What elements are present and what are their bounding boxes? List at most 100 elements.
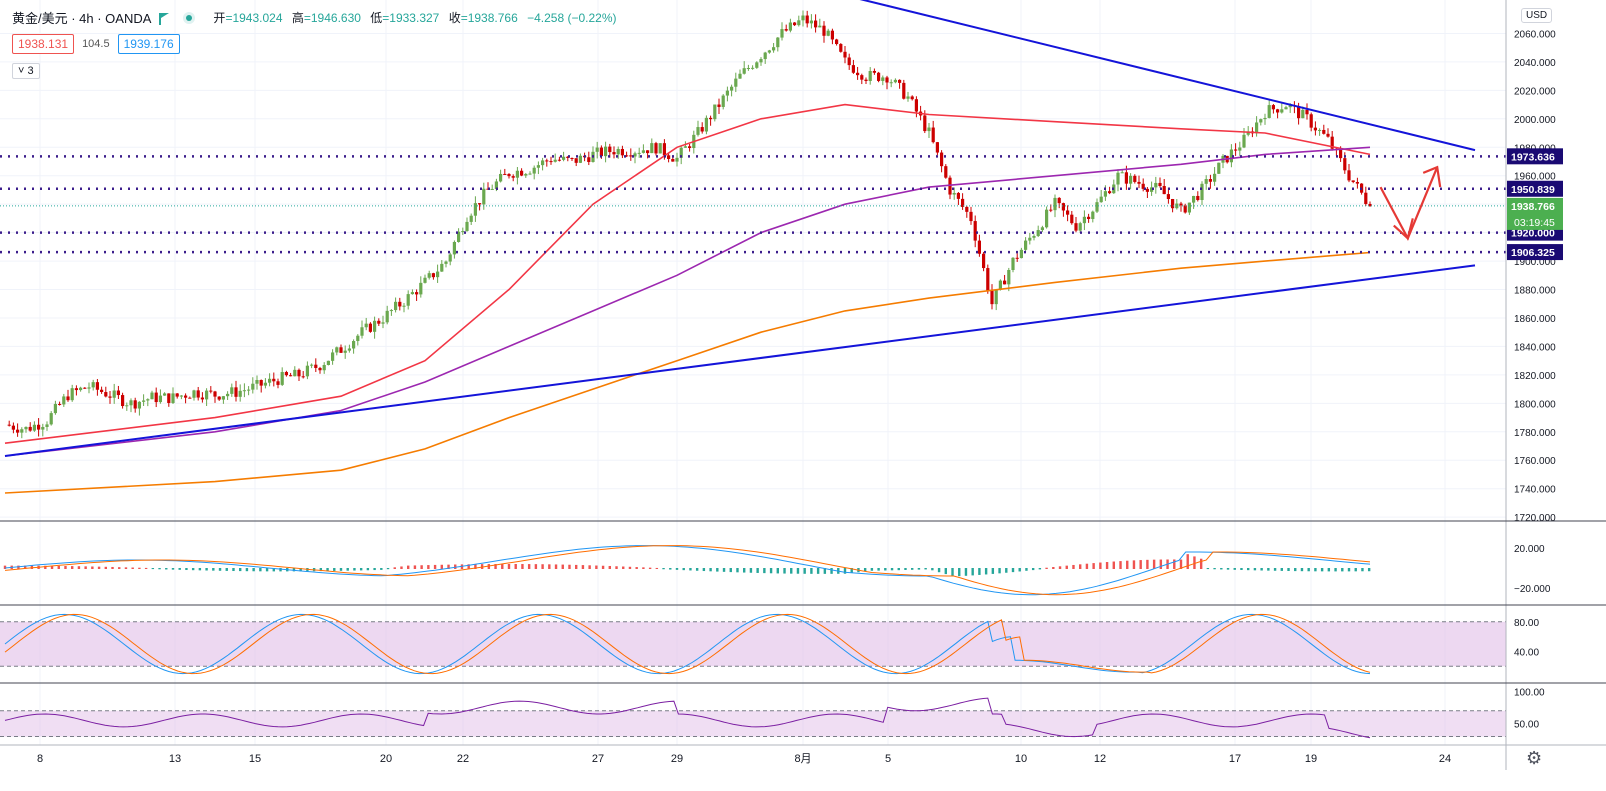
candle bbox=[121, 395, 125, 407]
candle bbox=[646, 150, 650, 154]
macd-histogram-bar bbox=[601, 565, 605, 569]
candle bbox=[1108, 191, 1112, 194]
macd-histogram-bar bbox=[991, 568, 995, 574]
buy-price-button[interactable]: 1939.176 bbox=[117, 34, 180, 54]
macd-histogram-bar bbox=[1065, 565, 1068, 569]
candle bbox=[1099, 196, 1103, 203]
candle bbox=[1171, 198, 1175, 209]
price-tick-label: 1860.000 bbox=[1514, 314, 1556, 325]
candle bbox=[557, 159, 561, 161]
candle bbox=[58, 403, 62, 405]
candle bbox=[524, 174, 528, 176]
indicator-count: 3 bbox=[27, 65, 34, 77]
macd-histogram-bar bbox=[279, 568, 282, 572]
sell-price-button[interactable]: 1938.131 bbox=[12, 34, 75, 54]
macd-histogram-bar bbox=[541, 564, 544, 569]
candle bbox=[969, 211, 973, 222]
macd-histogram-bar bbox=[1341, 568, 1344, 572]
macd-histogram-bar bbox=[931, 568, 934, 571]
macd-histogram-bar bbox=[884, 568, 887, 571]
macd-histogram-bar bbox=[971, 568, 974, 576]
macd-histogram-bar bbox=[951, 568, 954, 576]
candle bbox=[801, 15, 805, 21]
candle bbox=[1045, 209, 1049, 228]
macd-histogram-bar bbox=[467, 564, 470, 569]
candle bbox=[864, 79, 868, 81]
candle bbox=[1355, 181, 1359, 184]
candle bbox=[742, 68, 746, 74]
macd-histogram-bar bbox=[675, 568, 679, 570]
price-tick-label: 1900.000 bbox=[1514, 257, 1556, 268]
candle bbox=[641, 150, 645, 153]
macd-histogram-bar bbox=[790, 568, 793, 574]
candle bbox=[545, 160, 549, 162]
price-tick-label: 1740.000 bbox=[1514, 485, 1556, 496]
candle bbox=[667, 155, 671, 159]
candle bbox=[53, 403, 57, 414]
macd-histogram-bar bbox=[111, 566, 114, 569]
macd-histogram-bar bbox=[823, 568, 827, 574]
candle bbox=[221, 396, 225, 400]
macd-histogram-bar bbox=[998, 568, 1001, 574]
macd-histogram-bar bbox=[84, 566, 87, 569]
macd-histogram-bar bbox=[393, 567, 396, 569]
candle bbox=[1204, 179, 1208, 184]
candle bbox=[704, 117, 708, 132]
candle bbox=[188, 397, 192, 399]
candle bbox=[1238, 147, 1242, 151]
candle bbox=[440, 263, 444, 272]
time-tick-label: 8 bbox=[37, 753, 43, 765]
candle bbox=[721, 95, 725, 107]
ohlc-values: 开=1943.024 高=1946.630 低=1933.327 收=1938.… bbox=[213, 11, 617, 25]
macd-histogram-bar bbox=[339, 568, 343, 571]
candle bbox=[331, 352, 335, 361]
candle bbox=[713, 104, 717, 120]
candle bbox=[839, 44, 843, 52]
candle bbox=[1011, 257, 1015, 270]
candle bbox=[805, 15, 809, 24]
macd-histogram-bar bbox=[1045, 567, 1048, 569]
candle bbox=[452, 241, 456, 255]
macd-histogram-bar bbox=[904, 568, 907, 570]
candle bbox=[499, 173, 503, 182]
macd-histogram-bar bbox=[1011, 568, 1015, 573]
candle bbox=[952, 192, 956, 195]
macd-histogram-bar bbox=[1099, 562, 1102, 569]
time-tick-label: 29 bbox=[671, 753, 683, 765]
candle bbox=[217, 396, 221, 400]
currency-button[interactable]: USD bbox=[1521, 8, 1553, 23]
candle bbox=[1313, 127, 1317, 131]
macd-histogram-bar bbox=[440, 564, 443, 569]
symbol-name[interactable]: 黄金/美元 · 4h · OANDA bbox=[12, 11, 152, 26]
candle bbox=[1179, 203, 1183, 206]
price-tick-label: 1820.000 bbox=[1514, 371, 1556, 382]
candle bbox=[1141, 183, 1145, 189]
macd-histogram-bar bbox=[400, 566, 403, 569]
macd-histogram-bar bbox=[1085, 563, 1089, 569]
macd-histogram-bar bbox=[191, 568, 195, 571]
macd-histogram-bar bbox=[863, 568, 867, 572]
price-tick-label: 1780.000 bbox=[1514, 428, 1556, 439]
flag-icon[interactable] bbox=[159, 12, 170, 25]
indicators-collapse-button[interactable]: ˅ 3 bbox=[12, 63, 40, 79]
candle bbox=[767, 50, 771, 53]
macd-histogram-bar bbox=[964, 568, 968, 576]
candle bbox=[1284, 107, 1288, 110]
macd-histogram-bar bbox=[769, 568, 773, 574]
gear-icon[interactable]: ⚙ bbox=[1526, 748, 1543, 768]
trendline-resistance bbox=[859, 0, 1476, 152]
spread-value: 104.5 bbox=[82, 38, 110, 50]
candle bbox=[465, 221, 469, 232]
candle bbox=[587, 157, 591, 162]
macd-histogram-bar bbox=[615, 566, 618, 569]
time-tick-label: 19 bbox=[1305, 753, 1317, 765]
candle bbox=[700, 127, 704, 132]
candle bbox=[1200, 183, 1204, 201]
macd-histogram-bar bbox=[1092, 563, 1095, 569]
macd-histogram-bar bbox=[514, 563, 517, 569]
price-level-label: 1920.000 bbox=[1511, 228, 1555, 240]
candle bbox=[234, 387, 238, 397]
macd-histogram-bar bbox=[1226, 568, 1230, 570]
candle bbox=[759, 59, 763, 63]
